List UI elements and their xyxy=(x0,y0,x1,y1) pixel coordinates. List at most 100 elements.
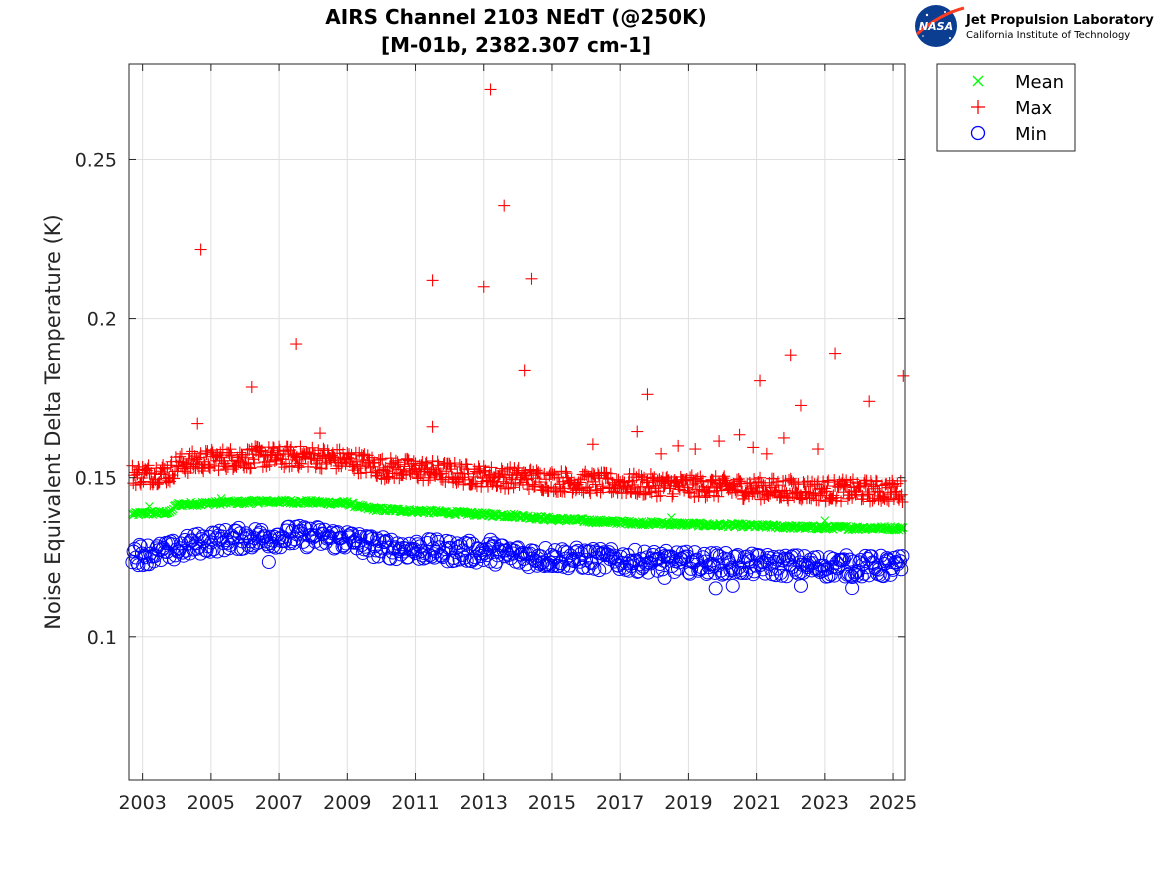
max-point xyxy=(448,457,461,470)
max-point xyxy=(667,487,680,500)
min-point xyxy=(189,541,204,556)
min-point xyxy=(691,563,706,578)
max-point xyxy=(896,495,909,508)
mean-point xyxy=(677,518,687,528)
min-point xyxy=(180,528,195,543)
mean-point xyxy=(196,500,206,509)
max-point xyxy=(420,456,433,469)
min-point xyxy=(250,527,265,542)
max-outlier-point xyxy=(191,417,204,430)
min-point xyxy=(592,563,607,578)
x-tick-label: 2025 xyxy=(869,792,917,814)
max-point xyxy=(654,489,667,502)
min-point xyxy=(846,554,861,569)
mean-outlier-point xyxy=(666,513,676,522)
max-point xyxy=(248,456,261,469)
max-outlier-point xyxy=(426,420,439,433)
max-point xyxy=(219,460,232,473)
max-point xyxy=(174,450,187,463)
max-point xyxy=(533,476,546,489)
max-point xyxy=(443,457,456,470)
max-point xyxy=(787,476,800,489)
min-point xyxy=(442,534,457,549)
max-point xyxy=(393,472,406,485)
max-point xyxy=(846,491,859,504)
max-point xyxy=(700,484,713,497)
min-point xyxy=(669,545,684,560)
max-point xyxy=(895,488,908,501)
max-point xyxy=(882,495,895,508)
max-point xyxy=(696,474,709,487)
max-point xyxy=(734,475,747,488)
nasa-swoosh-icon xyxy=(916,6,965,36)
max-point xyxy=(366,451,379,464)
min-point xyxy=(687,545,702,560)
max-point xyxy=(562,474,575,487)
min-point xyxy=(895,549,910,564)
max-outlier-point xyxy=(863,395,876,408)
x-tick-label: 2007 xyxy=(255,792,303,814)
plot-area xyxy=(129,64,905,780)
max-point xyxy=(881,493,894,506)
max-point xyxy=(829,494,842,507)
min-point xyxy=(468,550,483,565)
x-tick-label: 2011 xyxy=(391,792,439,814)
jpl-lab-name: Jet Propulsion Laboratory xyxy=(965,13,1154,28)
min-point xyxy=(716,566,731,581)
min-point xyxy=(230,541,245,556)
min-point xyxy=(655,562,670,577)
max-point xyxy=(354,467,367,480)
max-point xyxy=(134,476,147,489)
nasa-logo-text: NASA xyxy=(919,20,953,33)
max-outlier-point xyxy=(655,447,668,460)
max-outlier-point xyxy=(498,199,511,212)
max-point xyxy=(770,479,783,492)
jpl-logo: NASA Jet Propulsion Laboratory Californi… xyxy=(915,5,1154,47)
max-point xyxy=(586,475,599,488)
max-point xyxy=(190,453,203,466)
max-point xyxy=(469,477,482,490)
x-tick-label: 2003 xyxy=(118,792,166,814)
min-point xyxy=(586,542,601,557)
min-point xyxy=(548,543,563,558)
min-point xyxy=(708,565,723,580)
max-point xyxy=(795,493,808,506)
max-point xyxy=(233,446,246,459)
max-point xyxy=(367,457,380,470)
max-point xyxy=(836,473,849,486)
max-point xyxy=(532,466,545,479)
min-point xyxy=(759,553,774,568)
max-point xyxy=(179,465,192,478)
x-tick-label: 2017 xyxy=(596,792,644,814)
max-point xyxy=(372,466,385,479)
max-point xyxy=(151,477,164,490)
max-point xyxy=(678,473,691,486)
max-point xyxy=(891,477,904,490)
mean-outlier-point xyxy=(145,501,154,511)
min-point xyxy=(409,534,424,549)
min-point xyxy=(244,540,259,555)
max-outlier-point xyxy=(518,364,531,377)
legend-max-marker xyxy=(971,100,985,114)
max-point xyxy=(660,472,673,485)
max-point xyxy=(450,476,463,489)
max-outlier-point xyxy=(245,380,258,393)
max-point xyxy=(244,461,257,474)
min-point xyxy=(380,540,395,555)
max-point xyxy=(145,466,158,479)
max-point xyxy=(254,445,267,458)
max-outlier-point xyxy=(812,443,825,456)
min-point xyxy=(690,552,705,567)
x-tick-label: 2023 xyxy=(801,792,849,814)
max-point xyxy=(343,448,356,461)
max-point xyxy=(422,474,435,487)
mean-point xyxy=(692,519,702,528)
series-max xyxy=(126,83,910,508)
max-point xyxy=(295,457,308,470)
max-point xyxy=(330,462,343,475)
max-point xyxy=(354,460,367,473)
max-point xyxy=(401,453,414,466)
min-point xyxy=(778,548,793,563)
max-point xyxy=(526,478,539,491)
min-point xyxy=(641,565,656,580)
